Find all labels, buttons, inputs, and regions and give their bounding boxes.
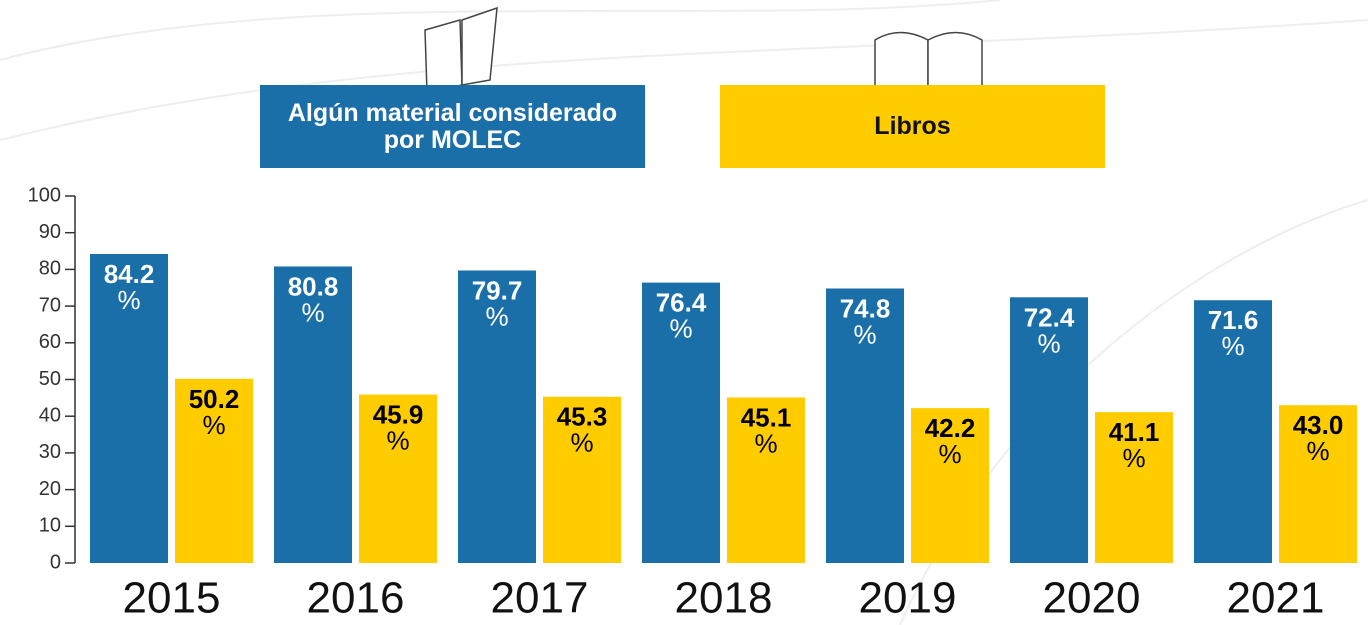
value-label-part: % xyxy=(485,301,508,331)
x-tick-label: 2018 xyxy=(675,574,773,623)
y-tick-label: 60 xyxy=(39,331,61,353)
y-tick-label: 40 xyxy=(39,404,61,426)
value-label-part: % xyxy=(117,285,140,315)
x-tick-label: 2015 xyxy=(123,574,221,623)
chart: 010203040506070809010084.2%50.2%201580.8… xyxy=(0,0,1368,625)
value-label-part: % xyxy=(754,428,777,458)
legend-label: Algún material considerado por MOLEC xyxy=(273,100,633,154)
x-tick-label: 2017 xyxy=(491,574,589,623)
value-label-part: % xyxy=(386,425,409,455)
x-tick-label: 2019 xyxy=(859,574,957,623)
x-tick-label: 2016 xyxy=(307,574,405,623)
y-tick-label: 50 xyxy=(39,368,61,390)
value-label-part: % xyxy=(1037,328,1060,358)
value-label-part: % xyxy=(570,428,593,458)
value-label-part: % xyxy=(301,297,324,327)
y-tick-label: 80 xyxy=(39,258,61,280)
x-tick-label: 2020 xyxy=(1043,574,1141,623)
y-tick-label: 10 xyxy=(39,515,61,537)
y-tick-label: 90 xyxy=(39,221,61,243)
value-label-part: % xyxy=(938,439,961,469)
value-label-part: % xyxy=(1306,436,1329,466)
y-tick-label: 70 xyxy=(39,294,61,316)
x-tick-label: 2021 xyxy=(1227,574,1325,623)
value-label-part: % xyxy=(853,319,876,349)
legend-label: Libros xyxy=(733,113,1093,140)
y-tick-label: 100 xyxy=(28,184,61,206)
legend-item: Algún material considerado por MOLEC xyxy=(260,85,645,168)
y-tick-label: 20 xyxy=(39,478,61,500)
legend-item: Libros xyxy=(720,85,1105,168)
value-label-part: % xyxy=(1221,331,1244,361)
value-label-part: % xyxy=(1122,443,1145,473)
page: 010203040506070809010084.2%50.2%201580.8… xyxy=(0,0,1368,625)
value-label-part: % xyxy=(669,313,692,343)
value-label-part: % xyxy=(202,410,225,440)
y-tick-label: 30 xyxy=(39,441,61,463)
y-tick-label: 0 xyxy=(50,551,61,573)
